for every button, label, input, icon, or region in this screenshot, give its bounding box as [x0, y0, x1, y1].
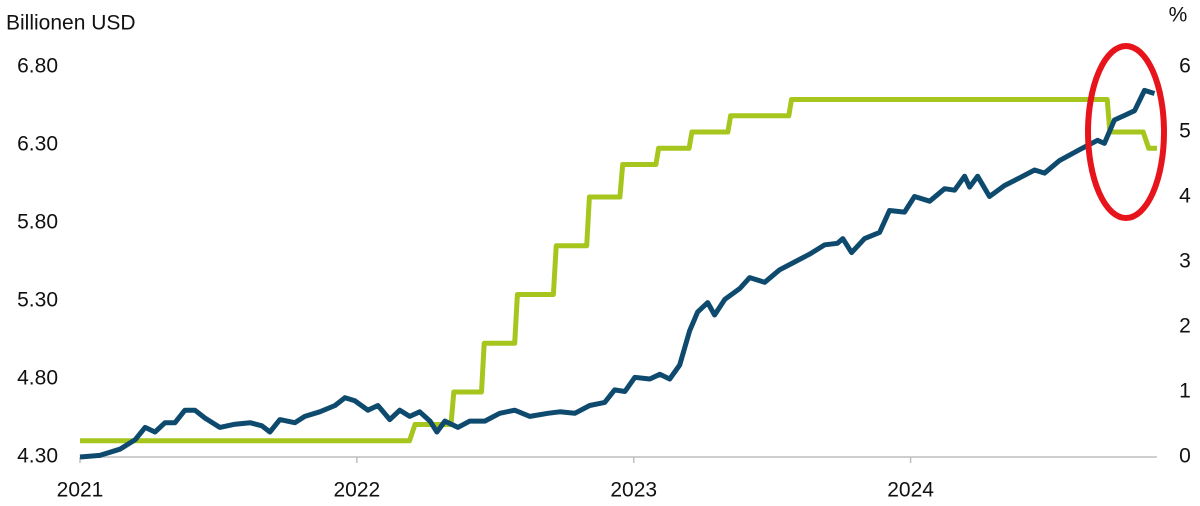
series-line — [80, 97, 1157, 444]
y-tick-label: 6.30 — [17, 133, 58, 156]
y2-tick-label: 6 — [1179, 55, 1191, 78]
highlight-circle — [1085, 43, 1167, 221]
series-line — [79, 87, 1156, 460]
plot-area: 4.30 4.80 5.30 5.80 6.30 6.80 0 1 2 3 4 5 6 2021 2022 2… — [17, 55, 1191, 502]
y-tick-label: 4.30 — [17, 445, 58, 468]
y-tick-label: 5.30 — [17, 289, 58, 312]
y2-tick-label: 4 — [1179, 185, 1191, 208]
y2-tick-label: 0 — [1179, 445, 1191, 468]
y-axis-title: Billionen USD — [6, 12, 136, 35]
y2-tick-label: 1 — [1179, 380, 1191, 403]
x-tick-label: 2024 — [887, 479, 934, 502]
y2-tick-label: 5 — [1179, 120, 1191, 143]
x-tick-label: 2022 — [334, 479, 381, 502]
y2-tick-label: 3 — [1179, 250, 1191, 273]
y2-tick-label: 2 — [1179, 315, 1191, 338]
x-tick-label: 2021 — [57, 479, 104, 502]
y-tick-label: 6.80 — [17, 55, 58, 78]
y-tick-label: 5.80 — [17, 211, 58, 234]
y2-axis-title: % — [1169, 4, 1188, 27]
y-tick-label: 4.80 — [17, 367, 58, 390]
x-tick-label: 2023 — [610, 479, 657, 502]
